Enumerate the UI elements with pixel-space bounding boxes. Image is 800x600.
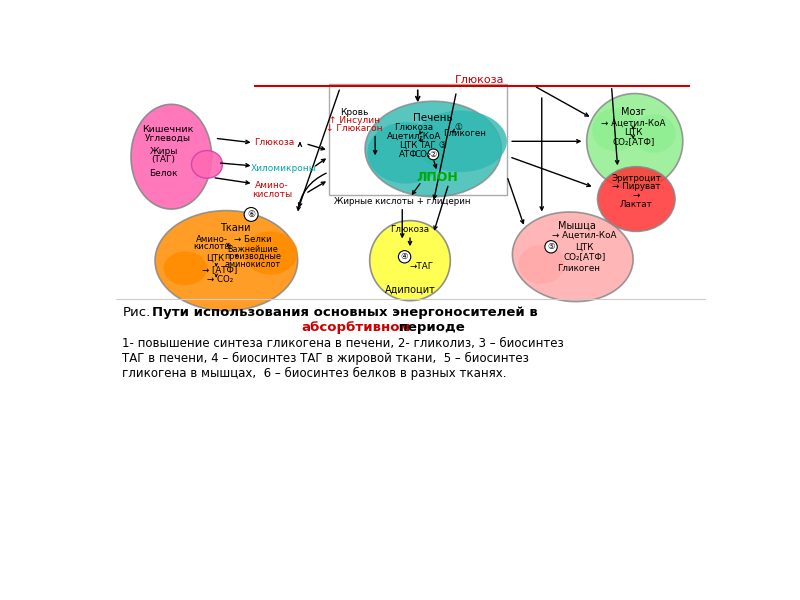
- Ellipse shape: [592, 108, 638, 151]
- Circle shape: [244, 208, 258, 221]
- Text: Важнейшие: Важнейшие: [227, 245, 278, 254]
- Text: Белок: Белок: [150, 169, 178, 178]
- Text: ЛПОН: ЛПОН: [416, 171, 458, 184]
- Text: Кишечник: Кишечник: [142, 125, 194, 134]
- Text: ТАГ: ТАГ: [418, 140, 435, 149]
- Text: Глюкоза: Глюкоза: [390, 226, 430, 235]
- Text: кислоты: кислоты: [194, 242, 231, 251]
- Circle shape: [398, 251, 410, 263]
- Text: Пути использования основных энергоносителей в: Пути использования основных энергоносите…: [152, 306, 538, 319]
- Text: Рис.: Рис.: [123, 306, 151, 319]
- Text: Адипоцит: Адипоцит: [385, 284, 435, 294]
- Text: ⑤: ⑤: [547, 242, 555, 251]
- Text: ↓ Глюкагон: ↓ Глюкагон: [326, 124, 382, 133]
- Text: Гликоген: Гликоген: [443, 129, 486, 138]
- Text: ②: ②: [430, 150, 437, 159]
- Ellipse shape: [598, 167, 675, 232]
- Text: Углеводы: Углеводы: [146, 134, 191, 143]
- Text: ①: ①: [454, 123, 462, 132]
- Ellipse shape: [131, 104, 211, 209]
- Text: гликогена в мышцах,  6 – биосинтез белков в разных тканях.: гликогена в мышцах, 6 – биосинтез белков…: [122, 367, 506, 380]
- Text: →ТАГ: →ТАГ: [410, 262, 434, 271]
- Ellipse shape: [191, 151, 222, 178]
- Text: Амино-: Амино-: [255, 181, 289, 190]
- Text: СО₂[АТФ]: СО₂[АТФ]: [612, 137, 654, 146]
- Text: → Пируват: → Пируват: [612, 182, 661, 191]
- Text: →: →: [633, 191, 640, 200]
- Ellipse shape: [370, 221, 450, 301]
- Text: ЦТК: ЦТК: [624, 128, 642, 137]
- Text: Гликоген: Гликоген: [558, 264, 600, 273]
- Text: Эритроцит: Эритроцит: [611, 174, 662, 183]
- Text: кислоты: кислоты: [252, 190, 292, 199]
- Text: производные: производные: [224, 252, 281, 262]
- Ellipse shape: [633, 115, 676, 153]
- Text: Печень: Печень: [414, 113, 453, 123]
- Text: ЦТК: ЦТК: [399, 140, 418, 149]
- Ellipse shape: [518, 245, 565, 284]
- Ellipse shape: [586, 94, 683, 189]
- Text: ④: ④: [401, 252, 408, 262]
- Text: абсорбтивном: абсорбтивном: [302, 321, 411, 334]
- Text: периоде: периоде: [394, 321, 466, 334]
- Ellipse shape: [414, 110, 507, 172]
- Text: → Ацетил-КоА: → Ацетил-КоА: [552, 231, 617, 240]
- Ellipse shape: [243, 232, 298, 275]
- Text: Лактат: Лактат: [620, 200, 653, 209]
- Text: Мозг: Мозг: [621, 107, 646, 117]
- Ellipse shape: [367, 122, 445, 184]
- Ellipse shape: [163, 251, 207, 285]
- Text: Глюкоза: Глюкоза: [394, 123, 434, 132]
- Text: 1- повышение синтеза гликогена в печени, 2- гликолиз, 3 – биосинтез: 1- повышение синтеза гликогена в печени,…: [122, 337, 563, 350]
- Text: ТАГ в печени, 4 – биосинтез ТАГ в жировой ткани,  5 – биосинтез: ТАГ в печени, 4 – биосинтез ТАГ в жирово…: [122, 352, 529, 365]
- Text: (ТАГ): (ТАГ): [151, 155, 175, 164]
- Text: Глюкоза: Глюкоза: [254, 139, 294, 148]
- Text: Амино-: Амино-: [196, 235, 228, 244]
- Text: Жиры: Жиры: [150, 147, 178, 156]
- Text: → Белки: → Белки: [234, 235, 271, 244]
- Text: Глюкоза: Глюкоза: [455, 76, 505, 85]
- Ellipse shape: [513, 212, 633, 302]
- Ellipse shape: [365, 101, 502, 197]
- Text: Мышца: Мышца: [558, 221, 595, 231]
- Text: → Ацетил-КоА: → Ацетил-КоА: [601, 118, 666, 127]
- Text: → СО₂: → СО₂: [207, 275, 234, 284]
- Text: аминокислот: аминокислот: [225, 260, 281, 269]
- Circle shape: [428, 149, 438, 160]
- Text: Ацетил-КоА: Ацетил-КоА: [386, 132, 441, 141]
- Text: АТФ: АТФ: [399, 150, 418, 159]
- Text: ↑ Инсулин: ↑ Инсулин: [329, 116, 380, 125]
- Text: Хиломикроны: Хиломикроны: [250, 164, 317, 173]
- Text: СО₂[АТФ]: СО₂[АТФ]: [563, 252, 606, 262]
- Text: Кровь: Кровь: [340, 107, 368, 116]
- Text: ⑥: ⑥: [247, 210, 255, 219]
- Text: Жирные кислоты + глицерин: Жирные кислоты + глицерин: [334, 197, 470, 206]
- Text: Ткани: Ткани: [220, 223, 251, 233]
- Circle shape: [545, 241, 558, 253]
- Text: ЦТК: ЦТК: [206, 254, 224, 263]
- Text: ③: ③: [438, 140, 446, 149]
- Text: → [АТФ]: → [АТФ]: [202, 265, 238, 274]
- Text: ЦТК: ЦТК: [575, 242, 594, 251]
- Text: СО₂: СО₂: [414, 150, 430, 159]
- Ellipse shape: [155, 211, 298, 311]
